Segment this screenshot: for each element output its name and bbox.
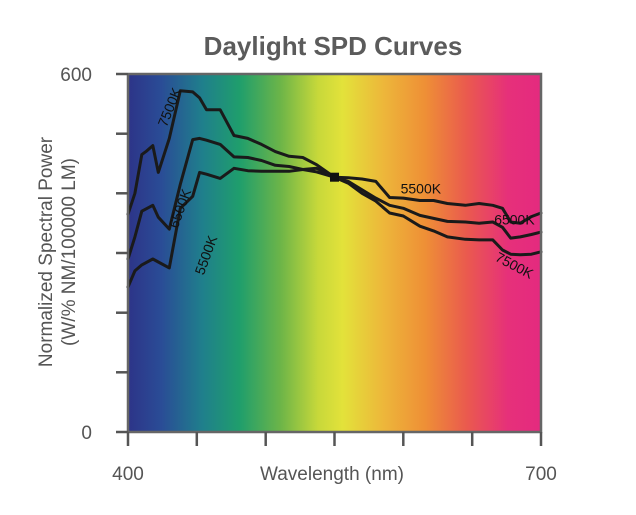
x-tick-label-400: 400 — [112, 464, 144, 485]
spectrum-background — [128, 74, 541, 432]
x-axis-ticks: 400 700 — [112, 432, 557, 485]
series-group — [126, 89, 543, 289]
series-line-5500k — [126, 166, 543, 289]
y-tick-label-0: 0 — [81, 423, 92, 444]
chart-title: Daylight SPD Curves — [204, 31, 463, 61]
series-line-7500k — [126, 89, 543, 257]
y-axis-label-line2: (W/% NM/100000 LM) — [59, 158, 80, 346]
y-tick-label-600: 600 — [60, 65, 92, 86]
series-line-6500k — [126, 136, 543, 261]
y-axis-label: Normalized Spectral Power (W/% NM/100000… — [36, 136, 80, 367]
y-axis-ticks: 0 600 — [60, 65, 128, 444]
x-tick-label-700: 700 — [525, 464, 557, 485]
y-axis-label-line1: Normalized Spectral Power — [36, 136, 57, 367]
curve-label-6500k-4: 6500K — [494, 211, 535, 227]
curve-label-5500k-3: 5500K — [401, 180, 442, 196]
x-axis-label: Wavelength (nm) — [260, 464, 404, 485]
crossover-point-marker — [330, 172, 339, 182]
